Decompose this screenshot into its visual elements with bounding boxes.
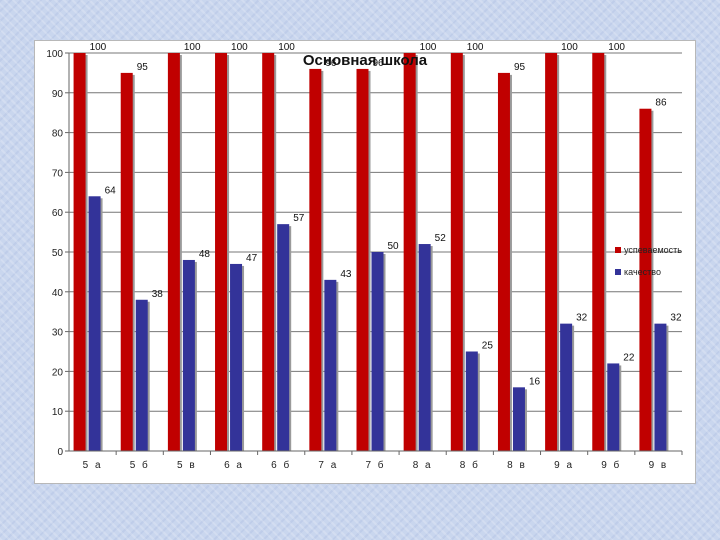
category-label: 5 а bbox=[83, 460, 103, 471]
chart-panel: 0 10 20 30 40 50 60 70 80 90 100 100 64 5 а 95 38 5 б 100… bbox=[34, 40, 696, 484]
data-label: 38 bbox=[152, 289, 164, 300]
category-label: 6 б bbox=[271, 459, 291, 471]
bar-kachestvo bbox=[135, 299, 148, 451]
bar-kachestvo bbox=[465, 351, 478, 451]
bar-kachestvo bbox=[230, 263, 243, 451]
labels: 0 10 20 30 40 50 60 70 80 90 100 100 64 5 а 95 38 5 б 100… bbox=[46, 42, 682, 471]
data-label: 100 bbox=[90, 42, 107, 53]
category-label: 8 в bbox=[507, 460, 527, 471]
data-label: 95 bbox=[137, 62, 149, 73]
legend-label: качество bbox=[624, 267, 661, 277]
legend-swatch bbox=[615, 247, 621, 253]
data-label: 50 bbox=[388, 241, 400, 252]
bars bbox=[73, 53, 669, 452]
category-label: 8 а bbox=[413, 460, 433, 471]
y-tick-label: 30 bbox=[52, 328, 64, 339]
data-label: 43 bbox=[340, 269, 352, 280]
y-tick-label: 40 bbox=[52, 288, 64, 299]
category-label: 9 а bbox=[554, 460, 574, 471]
y-tick-label: 20 bbox=[52, 367, 64, 378]
data-label: 32 bbox=[670, 313, 682, 324]
data-label: 100 bbox=[184, 42, 201, 53]
bar-uspevaemost bbox=[545, 53, 558, 451]
y-tick-label: 80 bbox=[52, 129, 64, 140]
data-label: 100 bbox=[278, 42, 295, 53]
data-label: 100 bbox=[561, 42, 578, 53]
bar-uspevaemost bbox=[120, 72, 133, 452]
y-tick-label: 70 bbox=[52, 168, 64, 179]
bar-kachestvo bbox=[512, 387, 525, 451]
category-label: 7 б bbox=[365, 459, 385, 471]
legend-swatch bbox=[615, 269, 621, 275]
category-label: 5 б bbox=[130, 459, 150, 471]
data-label: 100 bbox=[231, 42, 248, 53]
bar-uspevaemost bbox=[497, 72, 510, 452]
axes bbox=[68, 53, 682, 452]
bar-kachestvo bbox=[371, 252, 384, 451]
y-tick-label: 90 bbox=[52, 89, 64, 100]
bar-uspevaemost bbox=[167, 53, 180, 451]
data-label: 100 bbox=[608, 42, 625, 53]
y-tick-label: 0 bbox=[57, 447, 63, 458]
data-label: 16 bbox=[529, 376, 541, 387]
data-label: 57 bbox=[293, 213, 305, 224]
category-label: 6 а bbox=[224, 460, 244, 471]
bar-kachestvo bbox=[88, 196, 101, 451]
data-label: 48 bbox=[199, 249, 211, 260]
category-label: 7 а bbox=[318, 460, 338, 471]
data-label: 64 bbox=[105, 185, 117, 196]
bar-kachestvo bbox=[182, 259, 195, 451]
legend: успеваемость качество bbox=[615, 245, 682, 277]
bar-chart: 0 10 20 30 40 50 60 70 80 90 100 100 64 5 а 95 38 5 б 100… bbox=[46, 42, 683, 471]
bar-kachestvo bbox=[607, 363, 620, 451]
data-label: 100 bbox=[420, 42, 437, 53]
data-label: 47 bbox=[246, 253, 258, 264]
category-label: 9 в bbox=[649, 460, 669, 471]
data-label: 32 bbox=[576, 313, 588, 324]
y-tick-label: 60 bbox=[52, 208, 64, 219]
bar-kachestvo bbox=[277, 224, 290, 451]
bar-uspevaemost bbox=[73, 53, 86, 451]
bar-kachestvo bbox=[324, 279, 337, 451]
legend-label: успеваемость bbox=[624, 245, 682, 255]
category-label: 9 б bbox=[601, 459, 621, 471]
bar-uspevaemost bbox=[356, 68, 369, 452]
data-label: 96 bbox=[373, 58, 385, 69]
category-label: 5 в bbox=[177, 460, 197, 471]
bar-kachestvo bbox=[654, 323, 667, 451]
bar-uspevaemost bbox=[639, 108, 652, 451]
bar-uspevaemost bbox=[592, 53, 605, 451]
bar-kachestvo bbox=[418, 244, 431, 451]
category-label: 8 б bbox=[460, 459, 480, 471]
data-label: 95 bbox=[514, 62, 526, 73]
bar-uspevaemost bbox=[403, 53, 416, 451]
y-tick-label: 50 bbox=[52, 248, 64, 259]
data-label: 52 bbox=[435, 233, 447, 244]
bar-kachestvo bbox=[560, 323, 573, 451]
bar-uspevaemost bbox=[309, 68, 322, 452]
data-label: 25 bbox=[482, 341, 494, 352]
y-tick-label: 100 bbox=[46, 49, 63, 60]
bar-uspevaemost bbox=[262, 53, 275, 451]
data-label: 22 bbox=[623, 352, 635, 363]
bar-uspevaemost bbox=[215, 53, 228, 451]
bar-uspevaemost bbox=[450, 53, 463, 451]
data-label: 100 bbox=[467, 42, 484, 53]
data-label: 86 bbox=[655, 98, 667, 109]
data-label: 96 bbox=[325, 58, 337, 69]
chart-title: Основная школа bbox=[303, 52, 428, 69]
y-tick-label: 10 bbox=[52, 407, 64, 418]
